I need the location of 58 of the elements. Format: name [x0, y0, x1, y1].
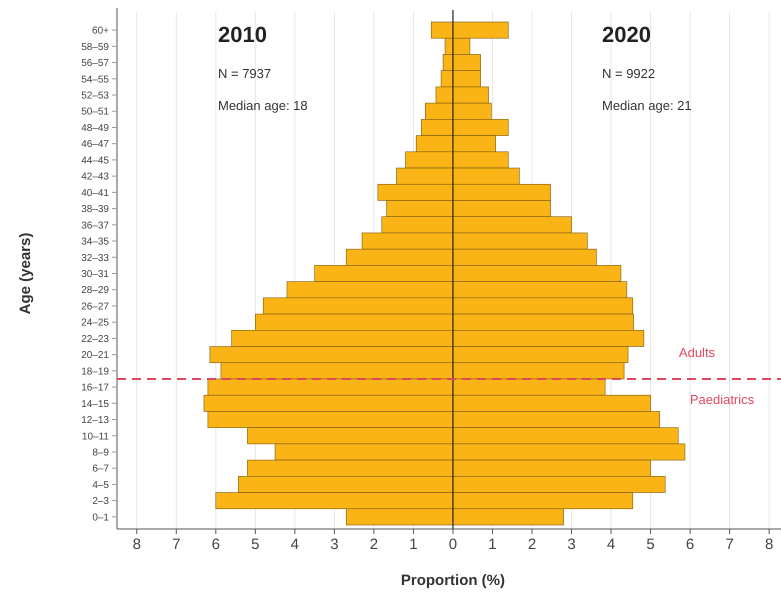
x-tick-label: 7 [725, 536, 734, 553]
y-tick-label: 30–31 [81, 269, 110, 280]
annotation: Median age: 18 [218, 98, 308, 113]
y-tick-label: 16–17 [81, 382, 110, 394]
annotation: 2020 [602, 22, 651, 47]
y-tick-label: 28–29 [81, 285, 110, 296]
y-tick-label: 26–27 [81, 301, 110, 312]
y-tick-label: 22–23 [81, 334, 110, 345]
y-tick-label: 54–55 [81, 74, 110, 86]
y-tick-label: 32–33 [81, 252, 110, 264]
y-tick-label: 24–25 [81, 318, 110, 329]
y-tick-label: 8–9 [92, 447, 110, 458]
x-tick-label: 2 [528, 536, 536, 553]
x-tick-label: 1 [488, 536, 497, 553]
y-tick-label: 58–59 [81, 42, 110, 53]
y-tick-label: 60+ [92, 26, 110, 37]
y-tick-label: 40–41 [81, 188, 110, 199]
x-tick-label: 3 [330, 536, 339, 553]
y-tick-label: 12–13 [81, 415, 110, 426]
y-tick-label: 34–35 [81, 236, 110, 248]
annotation: Adults [678, 345, 716, 360]
annotation: 2010 [218, 22, 267, 47]
y-tick-label: 14–15 [81, 398, 110, 410]
y-tick-label: 10–11 [82, 431, 110, 442]
y-tick-label: 48–49 [81, 122, 110, 134]
y-tick-label: 42–43 [81, 172, 110, 183]
annotation: Paediatrics [690, 392, 755, 407]
x-tick-label: 6 [686, 536, 694, 553]
x-tick-label: 4 [606, 536, 616, 553]
x-tick-label: 3 [567, 536, 576, 553]
x-tick-label: 4 [290, 536, 300, 553]
y-tick-label: 46–47 [81, 139, 110, 150]
y-tick-label: 50–51 [81, 106, 110, 118]
y-tick-label: 20–21 [81, 350, 110, 362]
y-tick-label: 52–53 [81, 90, 110, 102]
y-tick-label: 4–5 [92, 480, 110, 491]
annotation: N = 7937 [218, 66, 272, 81]
x-axis-title: Proportion (%) [400, 572, 506, 589]
y-tick-label: 56–57 [81, 58, 110, 70]
y-tick-label: 0–1 [92, 512, 110, 524]
x-tick-label: 8 [132, 536, 141, 553]
x-tick-label: 5 [251, 536, 260, 553]
x-tick-label: 8 [764, 536, 774, 553]
x-tick-label: 0 [448, 536, 458, 553]
x-tick-label: 2 [370, 536, 378, 553]
y-tick-label: 6–7 [92, 464, 110, 475]
annotation: N = 9922 [602, 66, 656, 81]
x-tick-label: 7 [172, 536, 180, 553]
annotation: Median age: 21 [602, 98, 692, 113]
x-tick-label: 6 [212, 536, 220, 553]
y-tick-label: 2–3 [92, 496, 110, 508]
y-axis-title: Age (years) [17, 232, 34, 314]
x-tick-label: 5 [646, 536, 655, 553]
x-tick-label: 1 [409, 536, 418, 553]
y-tick-label: 38–39 [81, 204, 110, 216]
y-tick-label: 18–19 [81, 366, 110, 378]
y-tick-label: 36–37 [81, 220, 110, 232]
y-tick-label: 44–45 [81, 155, 110, 166]
